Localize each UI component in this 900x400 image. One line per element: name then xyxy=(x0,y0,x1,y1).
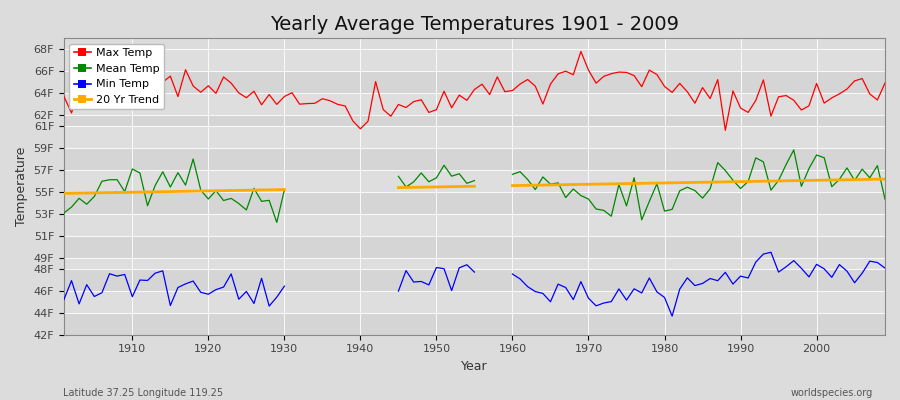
Bar xyxy=(64,148,885,170)
Bar xyxy=(64,269,885,291)
Bar xyxy=(64,115,885,126)
X-axis label: Year: Year xyxy=(461,360,488,373)
Bar xyxy=(64,170,885,192)
Bar xyxy=(64,126,885,148)
Text: worldspecies.org: worldspecies.org xyxy=(791,388,873,398)
Bar xyxy=(64,258,885,269)
Text: Latitude 37.25 Longitude 119.25: Latitude 37.25 Longitude 119.25 xyxy=(63,388,223,398)
Bar xyxy=(64,291,885,313)
Title: Yearly Average Temperatures 1901 - 2009: Yearly Average Temperatures 1901 - 2009 xyxy=(270,15,679,34)
Bar xyxy=(64,71,885,93)
Bar xyxy=(64,313,885,335)
Bar xyxy=(64,214,885,236)
Legend: Max Temp, Mean Temp, Min Temp, 20 Yr Trend: Max Temp, Mean Temp, Min Temp, 20 Yr Tre… xyxy=(69,44,164,110)
Bar xyxy=(64,236,885,258)
Bar xyxy=(64,49,885,71)
Bar xyxy=(64,93,885,115)
Y-axis label: Temperature: Temperature xyxy=(15,147,28,226)
Bar xyxy=(64,192,885,214)
